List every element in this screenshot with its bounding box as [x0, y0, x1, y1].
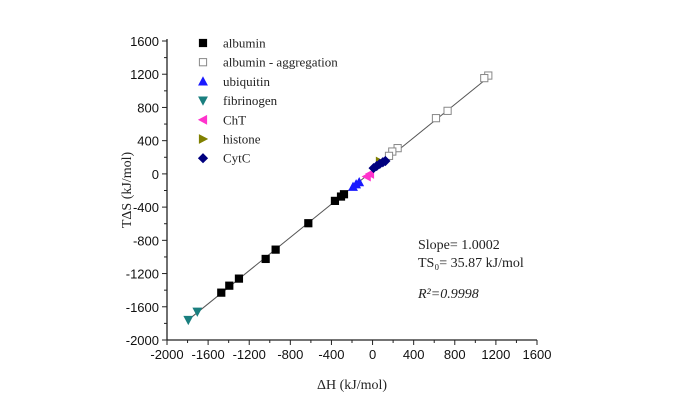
y-tick-label: 800 [137, 100, 159, 115]
y-tick-label: 0 [152, 167, 159, 182]
data-point-albumin-aggregation [480, 74, 489, 83]
legend-label-albumin: albumin [223, 36, 266, 51]
x-tick-label: 400 [403, 347, 425, 362]
x-axis-label: ΔH (kJ/mol) [317, 378, 387, 393]
data-point-albumin [330, 196, 340, 205]
axes: -2000 -1600 -1200 -800 -400 0 400 800 1200 1600 -2… [126, 34, 552, 362]
x-tick-label: -400 [318, 347, 344, 362]
data-point-albumin-aggregation [443, 106, 452, 115]
legend: albumin albumin - aggregation ubiquitin fib… [197, 36, 338, 166]
legend-marker-cht [197, 114, 208, 125]
legend-marker-histone [198, 134, 209, 144]
legend-label-histone: histone [223, 132, 261, 147]
x-tick-label: -800 [277, 347, 303, 362]
y-tick-label: -1600 [126, 300, 159, 315]
data-point-cytc [380, 155, 391, 167]
annotation-slope: Slope= 1.0002 [418, 238, 500, 253]
annotation-ts0: TS₀= 35.87 kJ/mol [418, 256, 524, 271]
legend-marker-cytc [197, 153, 209, 164]
data-point-albumin-aggregation [384, 151, 394, 160]
legend-label-fibrinogen: fibrinogen [223, 93, 278, 108]
y-tick-label: 400 [137, 134, 159, 149]
data-point-fibrinogen [183, 315, 194, 326]
x-tick-label: -1200 [233, 347, 266, 362]
data-point-albumin [234, 274, 244, 283]
y-tick-label: -2000 [126, 333, 159, 348]
y-tick-label: -400 [133, 200, 159, 215]
y-tick-label: 1200 [130, 67, 159, 82]
legend-marker-albumin-aggregation [198, 58, 208, 67]
data-point-albumin [271, 245, 280, 254]
y-tick-label: -800 [133, 233, 159, 248]
data-point-ubiquitin [354, 177, 365, 187]
legend-label-albumin-aggregation: albumin - aggregation [223, 55, 338, 70]
y-axis-label: TΔS (kJ/mol) [120, 152, 135, 229]
x-tick-label: 1600 [523, 347, 552, 362]
data-point-albumin-aggregation [431, 114, 441, 123]
legend-marker-ubiquitin [198, 76, 208, 86]
y-tick-label: -1200 [126, 267, 159, 282]
data-point-albumin [225, 281, 234, 290]
x-tick-label: -2000 [150, 347, 183, 362]
data-point-albumin [304, 219, 313, 228]
annotation-r2: R²=0.9998 [417, 287, 479, 302]
data-point-albumin [217, 288, 226, 297]
legend-marker-albumin [198, 38, 208, 48]
x-tick-label: 0 [369, 347, 376, 362]
x-tick-label: 1200 [481, 347, 510, 362]
data-point-albumin [261, 254, 270, 264]
x-tick-label: -1600 [191, 347, 224, 362]
legend-label-cht: ChT [223, 112, 246, 127]
data-point-albumin [339, 190, 349, 199]
data-point-fibrinogen [192, 307, 203, 317]
x-tick-label: 800 [444, 347, 466, 362]
legend-label-ubiquitin: ubiquitin [223, 74, 270, 89]
data-point-cht [364, 168, 375, 179]
data-points [183, 71, 493, 326]
legend-label-cytc: CytC [223, 151, 250, 166]
legend-marker-fibrinogen [198, 96, 208, 106]
y-tick-label: 1600 [130, 34, 159, 49]
